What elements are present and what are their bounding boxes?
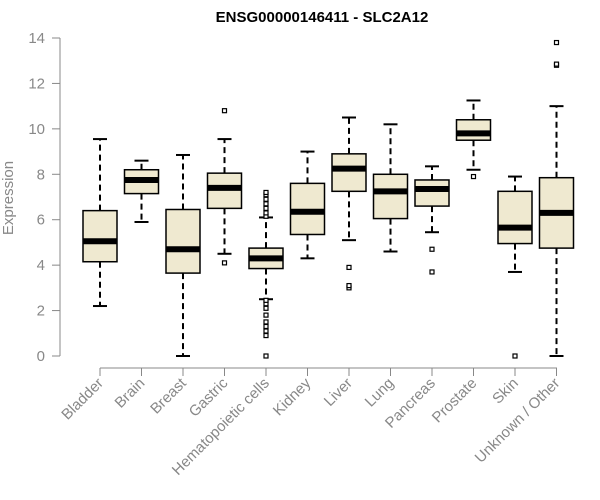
outlier-point xyxy=(263,319,269,325)
outlier-point xyxy=(263,305,269,311)
outlier-point xyxy=(263,205,269,211)
box-unknown-other xyxy=(538,39,575,357)
outlier-point xyxy=(221,108,228,114)
x-tick-label: Brain xyxy=(112,375,149,412)
y-axis-label: Expression xyxy=(0,161,17,235)
outlier-point xyxy=(470,173,477,180)
x-tick-label: Skin xyxy=(489,375,522,408)
iqr-box xyxy=(414,179,450,207)
iqr-box xyxy=(372,173,409,220)
y-axis-ticks: 0 2 4 6 8 10 12 14 xyxy=(28,30,60,365)
outlier-point xyxy=(221,260,228,266)
box-breast xyxy=(165,153,201,357)
y-tick-label: 6 xyxy=(37,212,45,229)
x-tick-label: Breast xyxy=(147,374,190,417)
outlier-point xyxy=(263,328,269,334)
outlier-point xyxy=(263,201,269,207)
outlier-point xyxy=(429,246,435,252)
outlier-point xyxy=(346,264,352,271)
box-pancreas xyxy=(414,165,450,275)
iqr-box xyxy=(331,153,367,193)
outlier-point xyxy=(429,269,435,275)
x-tick-label: Lung xyxy=(362,375,398,411)
outlier-point xyxy=(263,323,269,330)
box-skin xyxy=(497,175,533,359)
box-prostate xyxy=(455,99,492,180)
box-kidney xyxy=(289,150,326,260)
x-tick-label: Kidney xyxy=(270,374,315,419)
box-brain xyxy=(123,159,160,223)
outlier-point xyxy=(263,297,269,303)
iqr-box xyxy=(165,208,201,274)
y-tick-label: 10 xyxy=(28,121,45,138)
box-bladder xyxy=(82,138,118,308)
x-tick-label: Bladder xyxy=(58,375,107,424)
x-tick-label: Liver xyxy=(321,375,356,410)
outlier-point xyxy=(263,353,269,359)
y-tick-label: 0 xyxy=(37,348,45,365)
outlier-point xyxy=(263,189,269,196)
iqr-box xyxy=(82,209,118,263)
box-liver xyxy=(331,116,367,291)
outlier-point xyxy=(553,61,560,67)
y-tick-label: 2 xyxy=(37,303,45,320)
outlier-point xyxy=(263,210,269,216)
box-hematopoietic-cells xyxy=(248,189,284,359)
box-gastric xyxy=(206,108,243,266)
boxes xyxy=(82,39,575,359)
y-tick-label: 4 xyxy=(37,257,45,274)
y-tick-label: 8 xyxy=(37,166,45,183)
outlier-point xyxy=(263,196,269,202)
outlier-point xyxy=(263,312,269,318)
box-lung xyxy=(372,123,409,253)
outlier-point xyxy=(346,282,352,289)
outlier-point xyxy=(553,39,560,46)
iqr-box xyxy=(497,190,533,245)
outlier-point xyxy=(263,332,269,339)
y-tick-label: 12 xyxy=(28,75,45,92)
x-tick-label: Prostate xyxy=(429,375,481,427)
iqr-box xyxy=(455,119,492,141)
outlier-point xyxy=(512,353,518,359)
y-tick-label: 14 xyxy=(28,30,45,47)
chart-title: ENSG00000146411 - SLC2A12 xyxy=(216,9,429,26)
